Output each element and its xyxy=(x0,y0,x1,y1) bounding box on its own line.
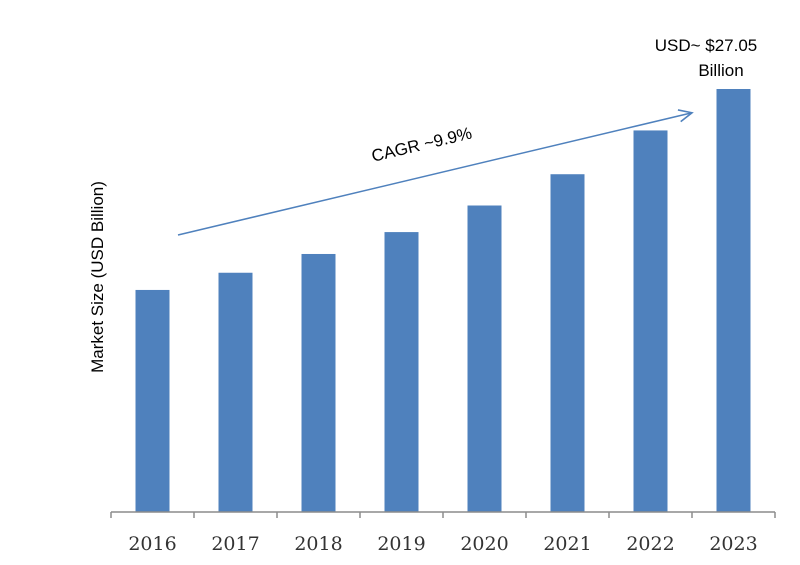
cagr-trend-arrow xyxy=(177,109,694,236)
tick-label-2023: 2023 xyxy=(709,533,757,555)
tick-label-2020: 2020 xyxy=(460,533,508,555)
tick-label-2022: 2022 xyxy=(626,533,674,555)
bar-2017 xyxy=(218,272,253,512)
tick-label-2021: 2021 xyxy=(543,533,591,555)
final-value-callout-line2: Billion xyxy=(698,61,743,80)
y-axis-label: Market Size (USD Billion) xyxy=(88,181,107,373)
tick-label-2016: 2016 xyxy=(128,533,176,555)
bar-2018 xyxy=(301,253,336,512)
bar-2021 xyxy=(550,174,585,512)
bar-2016 xyxy=(135,289,170,512)
x-axis-ticks xyxy=(110,512,776,518)
tick-label-2019: 2019 xyxy=(377,533,425,555)
cagr-annotation: CAGR ~9.9% xyxy=(370,124,474,166)
bar-2022 xyxy=(633,130,668,512)
bar-2020 xyxy=(467,205,502,513)
bar-2023 xyxy=(716,89,751,512)
x-axis-tick-labels: 2016 2017 2018 2019 2020 2021 2022 2023 xyxy=(128,533,757,555)
bars-group xyxy=(135,89,751,513)
final-value-callout-line1: USD~ $27.05 xyxy=(655,36,758,55)
tick-label-2018: 2018 xyxy=(294,533,342,555)
bar-2019 xyxy=(384,232,419,512)
tick-label-2017: 2017 xyxy=(211,533,259,555)
